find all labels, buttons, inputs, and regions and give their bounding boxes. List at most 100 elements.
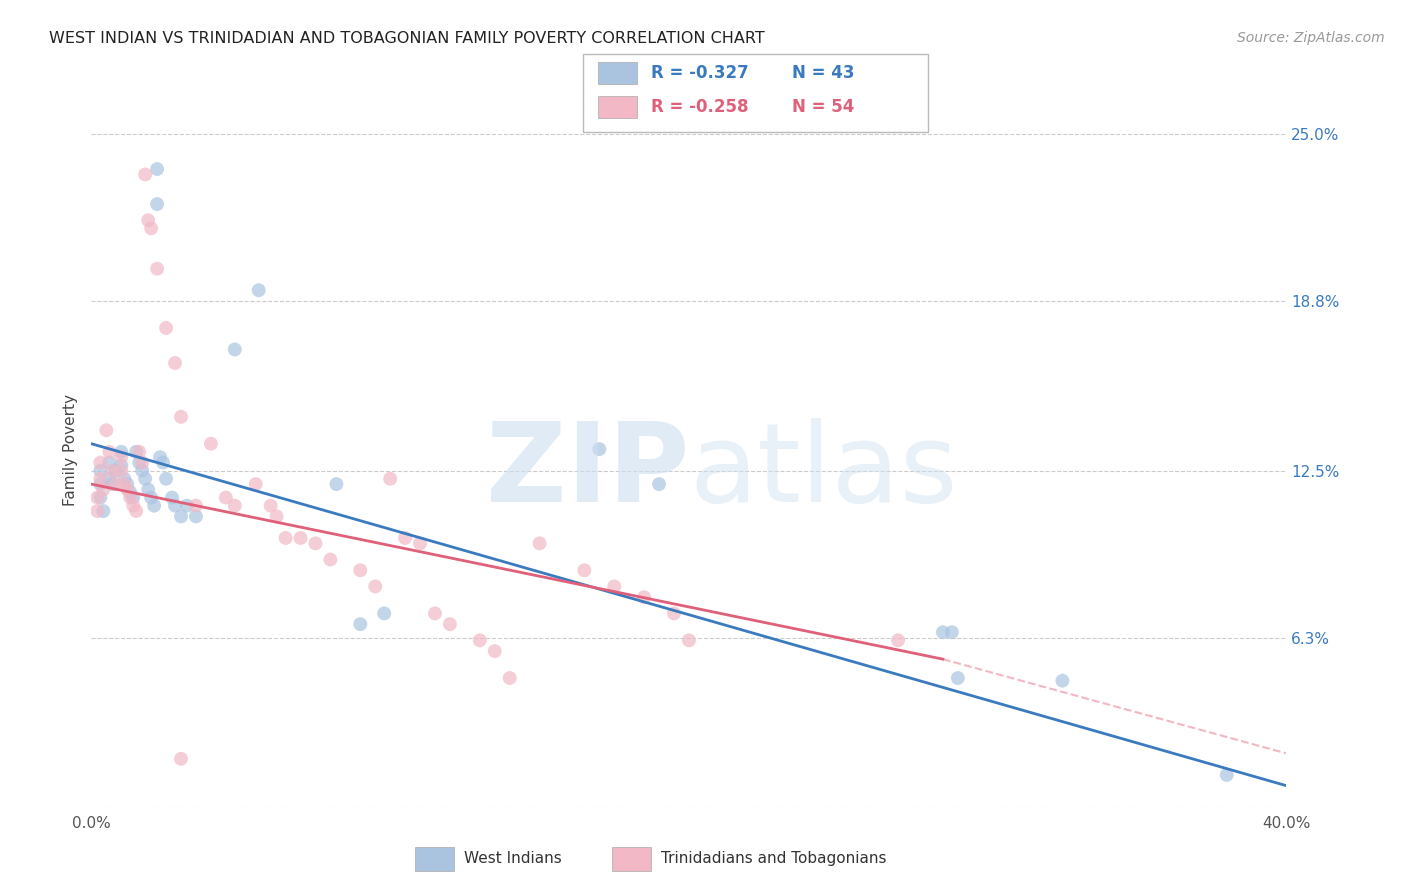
Point (146, 197, 169, 211)
Text: West Indians: West Indians (464, 851, 562, 865)
Text: Trinidadians and Tobagonians: Trinidadians and Tobagonians (661, 851, 886, 865)
Point (110, 464, 132, 478)
Point (101, 464, 124, 478)
Point (128, 445, 150, 459)
Point (125, 504, 148, 518)
Point (98, 456, 121, 470)
Text: R = -0.327: R = -0.327 (651, 64, 749, 82)
Point (290, 531, 312, 545)
Point (184, 499, 207, 513)
Text: atlas: atlas (689, 418, 957, 525)
Point (120, 485, 142, 500)
Point (409, 536, 432, 550)
Point (131, 456, 153, 470)
Point (603, 579, 626, 593)
Point (224, 499, 246, 513)
Point (125, 445, 148, 459)
Point (170, 752, 193, 766)
Point (152, 456, 174, 470)
Point (423, 607, 446, 621)
Point (115, 483, 138, 497)
Point (136, 483, 159, 497)
Point (101, 477, 124, 491)
Point (484, 644, 506, 658)
Text: R = -0.258: R = -0.258 (651, 98, 748, 116)
Point (245, 477, 267, 491)
Point (104, 477, 127, 491)
Point (96, 423, 118, 437)
Point (633, 591, 655, 605)
Point (394, 531, 416, 545)
Point (98, 445, 121, 459)
Point (468, 633, 491, 648)
Point (134, 472, 156, 486)
Point (247, 283, 270, 297)
Point (149, 450, 172, 465)
Point (887, 633, 910, 648)
Point (499, 671, 522, 685)
Text: ZIP: ZIP (485, 418, 689, 525)
Text: Source: ZipAtlas.com: Source: ZipAtlas.com (1237, 31, 1385, 45)
Point (160, 491, 183, 505)
Point (122, 491, 145, 505)
Point (274, 531, 297, 545)
Point (112, 472, 135, 486)
Point (373, 607, 395, 621)
Point (86, 491, 108, 505)
Point (364, 579, 387, 593)
Point (146, 162, 169, 177)
Point (155, 321, 177, 335)
Point (319, 552, 342, 566)
Point (134, 168, 156, 182)
Point (648, 477, 671, 491)
Point (128, 456, 150, 470)
Point (662, 607, 685, 621)
Point (131, 464, 153, 478)
Point (439, 617, 461, 632)
Point (941, 625, 963, 640)
Point (325, 477, 347, 491)
Point (141, 491, 163, 505)
Text: N = 54: N = 54 (792, 98, 853, 116)
Point (678, 633, 700, 648)
Point (89, 456, 111, 470)
Point (946, 671, 969, 685)
Point (89, 464, 111, 478)
Text: N = 43: N = 43 (792, 64, 853, 82)
Point (93, 504, 115, 518)
Point (110, 450, 132, 465)
Point (136, 213, 159, 227)
Point (1216, 768, 1239, 782)
Point (184, 509, 207, 524)
Point (304, 536, 326, 550)
Point (259, 499, 281, 513)
Point (588, 442, 610, 456)
Point (115, 477, 138, 491)
Point (224, 343, 246, 357)
Point (266, 509, 288, 524)
Point (380, 472, 402, 486)
Point (200, 436, 222, 450)
Point (215, 491, 238, 505)
Point (89, 472, 111, 486)
Point (93, 483, 115, 497)
Point (122, 499, 145, 513)
Point (143, 499, 166, 513)
Point (120, 491, 142, 505)
Point (163, 499, 186, 513)
Text: WEST INDIAN VS TRINIDADIAN AND TOBAGONIAN FAMILY POVERTY CORRELATION CHART: WEST INDIAN VS TRINIDADIAN AND TOBAGONIA… (49, 31, 765, 46)
Point (529, 536, 551, 550)
Point (110, 445, 132, 459)
Point (98, 472, 121, 486)
Point (89, 491, 111, 505)
Point (110, 458, 132, 473)
Point (349, 617, 371, 632)
Point (574, 563, 596, 577)
Point (112, 477, 135, 491)
Point (141, 221, 163, 235)
Point (146, 261, 169, 276)
Point (1052, 673, 1074, 688)
Point (170, 509, 193, 524)
Point (349, 563, 371, 577)
Point (89, 477, 111, 491)
